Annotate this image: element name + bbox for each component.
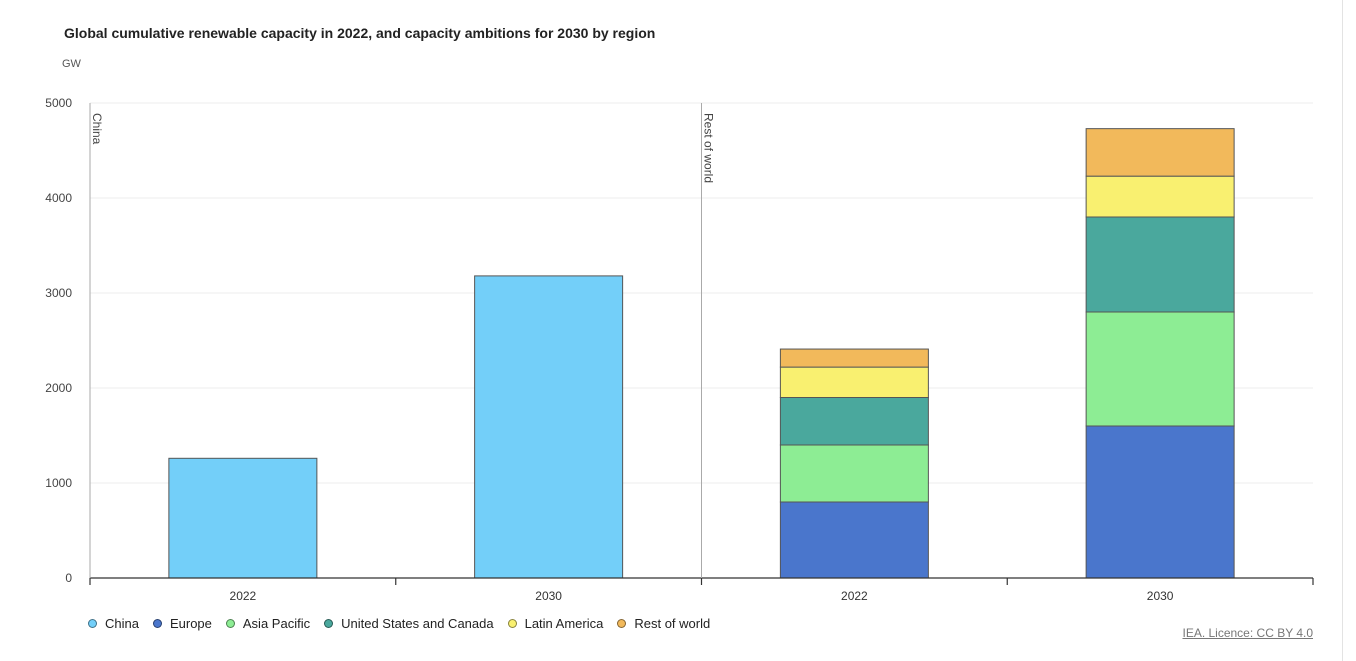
y-tick-label: 4000 [45,191,72,205]
y-tick-label: 2000 [45,381,72,395]
y-axis-unit-label: GW [62,58,81,70]
bar-segment[interactable] [168,457,318,579]
bar-segment[interactable] [779,397,929,446]
panel-label: Rest of world [702,113,716,183]
bar-segment[interactable] [1085,311,1235,427]
x-tick-label: 2022 [230,589,257,603]
bar-segment[interactable] [1085,175,1235,218]
bar-segment[interactable] [1085,216,1235,313]
bar-segment[interactable] [779,501,929,579]
bar-segment[interactable] [779,348,929,368]
bar-segment[interactable] [1085,425,1235,579]
legend-swatch [88,619,97,628]
legend-item[interactable]: China [88,616,139,631]
legend-item[interactable]: Rest of world [617,616,710,631]
bar-segment[interactable] [779,444,929,503]
legend-swatch [507,619,517,628]
bar-segment[interactable] [1085,128,1235,177]
y-tick-label: 3000 [45,286,72,300]
chart-title: Global cumulative renewable capacity in … [64,25,656,41]
y-tick-label: 5000 [45,96,72,110]
legend-label: United States and Canada [341,616,494,631]
panel-label: China [90,113,104,145]
x-tick-label: 2022 [841,589,868,603]
legend-label: Europe [169,616,212,631]
legend-item[interactable]: Latin America [507,616,604,631]
right-edge-divider [1342,0,1343,661]
legend-item[interactable]: Europe [152,616,212,631]
bar-segment[interactable] [779,366,929,399]
x-tick-label: 2030 [535,589,562,603]
legend-swatch [617,619,627,628]
legend-label: China [105,616,139,631]
licence-link[interactable]: IEA. Licence: CC BY 4.0 [1182,626,1313,640]
legend-item[interactable]: Asia Pacific [225,616,311,631]
legend-swatch [152,619,162,628]
legend-label: Rest of world [634,616,711,631]
legend-item[interactable]: United States and Canada [324,616,494,631]
legend-label: Asia Pacific [242,616,311,631]
y-tick-label: 1000 [45,476,72,490]
legend-label: Latin America [524,616,604,631]
bar-segment[interactable] [474,275,624,579]
legend-swatch [225,619,235,628]
chart-legend: China Europe Asia Pacific United States and… [88,616,724,631]
legend-swatch [324,619,334,628]
y-tick-label: 0 [65,571,72,585]
x-tick-label: 2030 [1147,589,1174,603]
